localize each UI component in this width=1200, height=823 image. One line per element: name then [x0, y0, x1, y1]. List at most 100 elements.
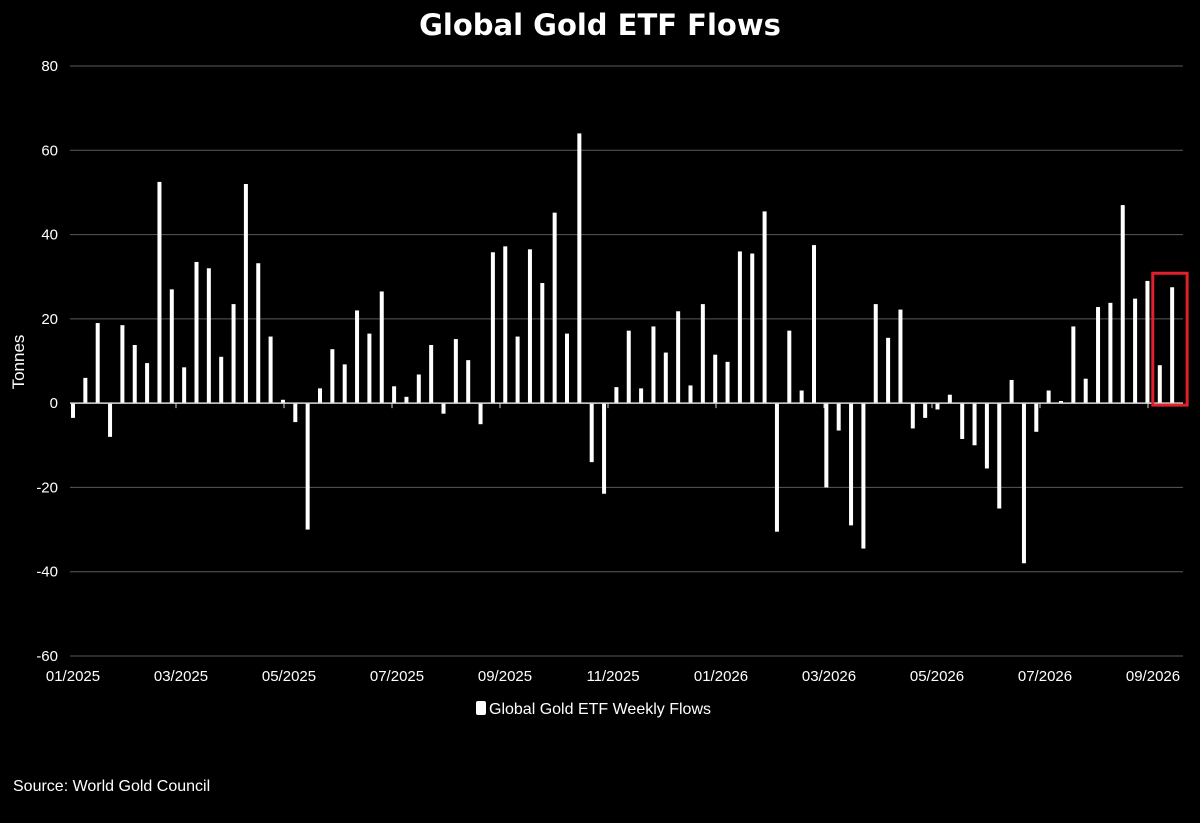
bar	[997, 403, 1002, 509]
bar	[947, 394, 952, 404]
bar	[565, 333, 569, 404]
bar	[95, 323, 100, 404]
bar	[1059, 401, 1063, 404]
legend-swatch	[476, 701, 486, 715]
y-axis-ticks: 80 60 40 20 0 -20 -40 -60	[36, 58, 58, 665]
x-axis-ticks: 01/2025 03/2025 05/2025 07/2025 09/2025 11/20…	[46, 668, 1180, 685]
bar	[515, 336, 520, 404]
bar	[873, 304, 878, 404]
bar	[379, 291, 384, 404]
bar	[1046, 390, 1051, 404]
bar	[293, 403, 298, 423]
bar	[1157, 365, 1162, 404]
x-tick-label: 09/2026	[1126, 668, 1180, 685]
bar	[219, 356, 224, 404]
bar	[849, 403, 854, 526]
x-tick-label: 05/2026	[910, 668, 964, 685]
bar	[453, 339, 458, 404]
bar	[984, 403, 989, 469]
bar	[466, 360, 471, 404]
bar	[1071, 326, 1076, 404]
bar	[367, 333, 372, 404]
bar	[639, 388, 644, 404]
bar	[1108, 302, 1113, 404]
bar	[540, 283, 545, 404]
bar	[774, 403, 779, 532]
bar	[71, 403, 75, 418]
bar	[886, 337, 891, 404]
bar	[83, 377, 88, 404]
x-tick-label: 01/2025	[46, 668, 100, 685]
y-tick-label: -20	[36, 479, 58, 496]
chart-title: Global Gold ETF Flows	[419, 8, 781, 42]
bar	[713, 354, 718, 404]
bar-series	[71, 133, 1175, 564]
bar	[416, 374, 421, 404]
bar	[182, 367, 187, 404]
bar	[787, 330, 792, 404]
bar	[392, 386, 397, 404]
bar	[342, 364, 347, 404]
y-tick-label: 20	[41, 311, 58, 328]
bar	[935, 403, 940, 410]
bar	[923, 403, 928, 418]
bar	[663, 352, 668, 404]
bar	[157, 181, 162, 404]
bar	[898, 309, 903, 404]
bar	[145, 363, 150, 404]
gridlines	[70, 65, 1183, 657]
bar	[280, 399, 285, 404]
bar	[1170, 287, 1175, 404]
bar	[960, 403, 965, 439]
bar	[602, 403, 607, 494]
bar	[577, 133, 582, 404]
bar	[1083, 378, 1088, 404]
x-tick-label: 09/2025	[478, 668, 532, 685]
bar	[688, 385, 693, 404]
bar	[910, 403, 915, 429]
bar	[836, 403, 841, 431]
bar	[194, 261, 199, 404]
bar	[503, 246, 508, 404]
bar	[589, 403, 594, 463]
bar	[1021, 403, 1026, 564]
bar	[243, 184, 248, 404]
legend-label: Global Gold ETF Weekly Flows	[489, 701, 711, 718]
bar	[1120, 205, 1125, 404]
y-tick-label: 0	[50, 395, 58, 412]
bar	[318, 388, 322, 404]
bar	[527, 249, 532, 404]
bar	[108, 403, 113, 437]
bar	[330, 349, 335, 404]
x-tick-label: 11/2025	[586, 668, 639, 685]
y-tick-label: -60	[36, 648, 58, 665]
bar	[404, 396, 409, 404]
bar	[441, 403, 446, 414]
bar	[700, 304, 705, 404]
bar	[305, 403, 310, 530]
y-tick-label: -40	[36, 564, 58, 581]
bar	[812, 245, 816, 404]
x-tick-label: 05/2025	[262, 668, 316, 685]
bar	[268, 336, 273, 404]
bar	[256, 263, 261, 404]
bar	[231, 304, 236, 404]
y-axis-label: Tonnes	[9, 335, 28, 390]
bar	[206, 268, 211, 404]
x-tick-label: 01/2026	[694, 668, 748, 685]
bar	[120, 325, 125, 404]
bar	[750, 253, 755, 404]
source-note: Source: World Gold Council	[13, 778, 211, 795]
bar	[169, 289, 174, 404]
bar	[1133, 298, 1138, 404]
bar	[676, 311, 681, 404]
bar	[1034, 403, 1039, 432]
y-tick-label: 40	[41, 227, 58, 244]
bar	[132, 344, 137, 404]
bar	[651, 326, 656, 404]
bar	[478, 403, 483, 425]
y-tick-label: 60	[41, 142, 58, 159]
x-tick-label: 07/2025	[370, 668, 424, 685]
legend: Global Gold ETF Weekly Flows	[476, 701, 711, 718]
bar	[737, 251, 742, 404]
